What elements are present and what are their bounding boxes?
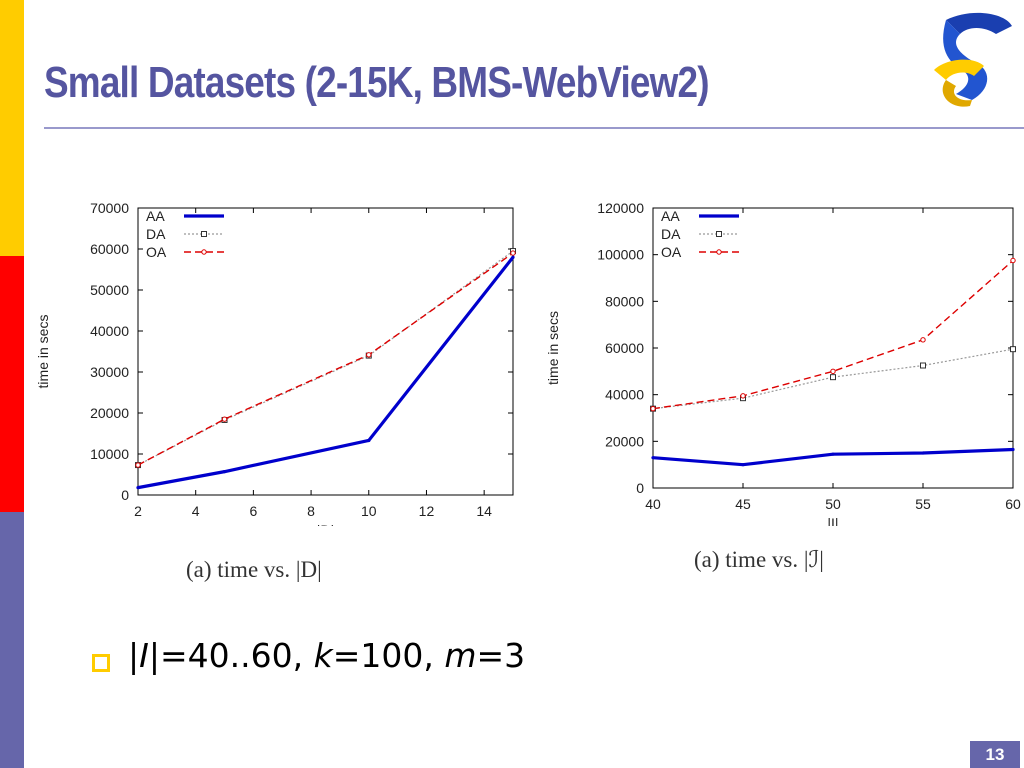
x-axis-label: |D| (317, 522, 334, 526)
title-divider (44, 127, 1024, 129)
legend-marker-DA (716, 231, 722, 237)
x-tick-label: 12 (419, 503, 435, 519)
chart-time-vs-d: 0 10000 20000 30000 40000 50000 60000 70000 2 4 6 8… (35, 200, 516, 526)
x-tick-label: 8 (307, 503, 315, 519)
point-DA (920, 362, 926, 369)
point-OA (135, 462, 141, 468)
point-AA (831, 452, 835, 456)
y-tick-label: 40000 (90, 323, 129, 339)
y-tick-label: 40000 (605, 387, 644, 403)
point-AA (136, 486, 140, 490)
point-OA (740, 393, 746, 399)
side-bar-yellow (0, 0, 24, 256)
x-tick-label: 50 (825, 496, 841, 512)
point-OA (650, 405, 656, 412)
bullet-text: |I|=40..60, k=100, m=3 (128, 636, 525, 675)
point-AA (1011, 447, 1015, 452)
point-OA (1010, 257, 1016, 264)
legend-label-OA: OA (146, 244, 167, 260)
x-tick-label: 60 (1005, 496, 1021, 512)
y-tick-label: 50000 (90, 282, 129, 298)
point-AA (222, 470, 227, 474)
x-axis-label: |I| (827, 515, 838, 526)
point-AA (651, 456, 655, 460)
logo-icon (934, 12, 1012, 107)
y-tick-label: 60000 (605, 340, 644, 356)
x-tick-label: 2 (134, 503, 142, 519)
caption-chart-i: (a) time vs. |ℐ| (694, 547, 824, 572)
series-line-DA (137, 250, 514, 466)
bullet-i-var: I (139, 636, 149, 675)
bullet-prefix: | (128, 636, 140, 675)
plot-frame (137, 207, 514, 496)
y-tick-label: 20000 (90, 405, 129, 421)
x-tick-label: 6 (249, 503, 257, 519)
y-tick-label: 100000 (597, 247, 644, 263)
point-DA (830, 374, 836, 381)
legend-label-OA: OA (661, 244, 682, 260)
bullet-mid-1: |=40..60, (148, 636, 314, 675)
point-OA (920, 337, 926, 343)
y-tick-label: 20000 (605, 433, 644, 449)
legend-marker-OA (716, 249, 722, 255)
bullet-m-var: m (444, 636, 477, 675)
legend-marker-DA (201, 231, 207, 237)
x-tick-label: 4 (192, 503, 200, 519)
y-tick-label: 0 (121, 487, 129, 503)
x-tick-label: 14 (476, 503, 492, 519)
y-axis-label: time in secs (545, 311, 561, 385)
x-tick-label: 45 (735, 496, 751, 512)
caption-chart-d: (a) time vs. |D| (186, 557, 322, 582)
point-AA (921, 451, 925, 455)
legend-label-AA: AA (146, 208, 165, 224)
side-bar-blue (0, 512, 24, 768)
y-tick-label: 80000 (605, 293, 644, 309)
legend-label-DA: DA (146, 226, 166, 242)
point-OA (830, 368, 836, 375)
bullet-k-var: k (313, 636, 333, 675)
y-tick-label: 30000 (90, 364, 129, 380)
plot-frame (652, 207, 1014, 489)
point-AA (511, 255, 515, 259)
y-tick-label: 60000 (90, 241, 129, 257)
y-tick-label: 0 (636, 480, 644, 496)
page-number: 13 (970, 741, 1020, 768)
side-bar-red (0, 256, 24, 512)
bullet-suffix: =3 (476, 636, 526, 675)
point-OA (221, 416, 228, 422)
series-line-DA (652, 348, 1014, 410)
y-axis-label: time in secs (35, 315, 51, 389)
series-line-AA (137, 256, 515, 490)
legend-marker-OA (201, 249, 207, 255)
point-OA (366, 352, 372, 358)
slide-title: Small Datasets (2-15K, BMS-WebView2) (44, 58, 710, 107)
point-AA (367, 438, 371, 443)
series-line-AA (652, 447, 1014, 467)
series-line-OA (137, 252, 514, 466)
chart-time-vs-i: 0 20000 40000 60000 80000 100000 120000 40 45 50 5… (545, 200, 1021, 526)
series-line-OA (652, 259, 1014, 410)
y-tick-label: 120000 (597, 200, 644, 216)
x-tick-label: 55 (915, 496, 931, 512)
legend-label-AA: AA (661, 208, 680, 224)
legend-label-DA: DA (661, 226, 681, 242)
point-AA (741, 463, 745, 467)
point-DA (1010, 346, 1016, 353)
bullet-mid-2: =100, (332, 636, 445, 675)
x-tick-label: 40 (645, 496, 661, 512)
y-tick-label: 10000 (90, 446, 129, 462)
y-tick-label: 70000 (90, 200, 129, 216)
x-tick-label: 10 (361, 503, 377, 519)
bullet-icon (92, 654, 110, 672)
point-OA (510, 250, 516, 256)
